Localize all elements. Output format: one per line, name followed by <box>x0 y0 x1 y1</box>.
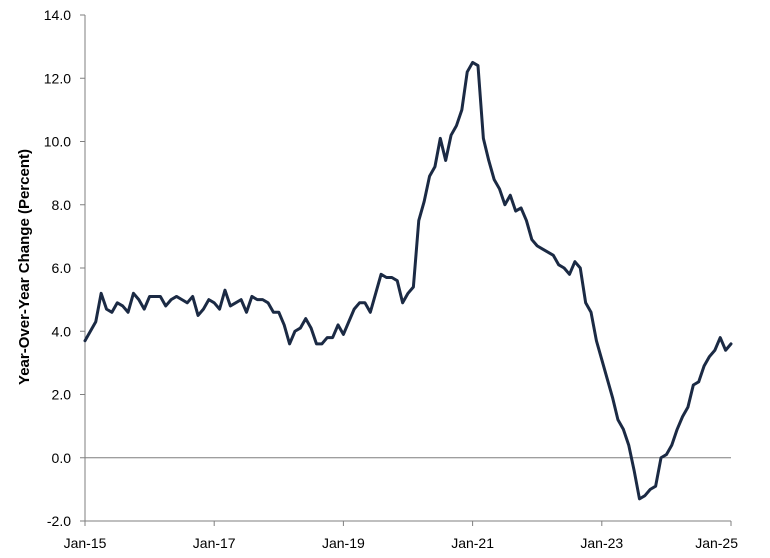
y-tick-label: 12.0 <box>44 70 71 86</box>
y-axis-title: Year-Over-Year Change (Percent) <box>16 149 33 385</box>
y-tick-label: 14.0 <box>44 7 71 23</box>
x-tick-label: Jan-21 <box>451 535 494 551</box>
y-tick-label: 4.0 <box>52 323 72 339</box>
y-axis: -2.0 0.0 2.0 4.0 6.0 8.0 10.0 12.0 14.0 <box>44 7 86 529</box>
x-tick-label: Jan-23 <box>580 535 623 551</box>
series-group <box>83 60 733 501</box>
y-tick-label: 10.0 <box>44 134 71 150</box>
x-tick-label: Jan-19 <box>322 535 365 551</box>
y-tick-label: -2.0 <box>47 513 71 529</box>
x-tick-label: Jan-15 <box>64 535 107 551</box>
y-tick-label: 2.0 <box>52 387 72 403</box>
series-line <box>83 60 733 501</box>
y-tick-label: 0.0 <box>52 450 72 466</box>
x-axis: Jan-15 Jan-17 Jan-19 Jan-21 Jan-23 Jan-25 <box>64 457 738 551</box>
y-tick-label: 8.0 <box>52 197 72 213</box>
x-tick-label: Jan-25 <box>695 535 738 551</box>
x-tick-label: Jan-17 <box>193 535 236 551</box>
y-tick-label: 6.0 <box>52 260 72 276</box>
